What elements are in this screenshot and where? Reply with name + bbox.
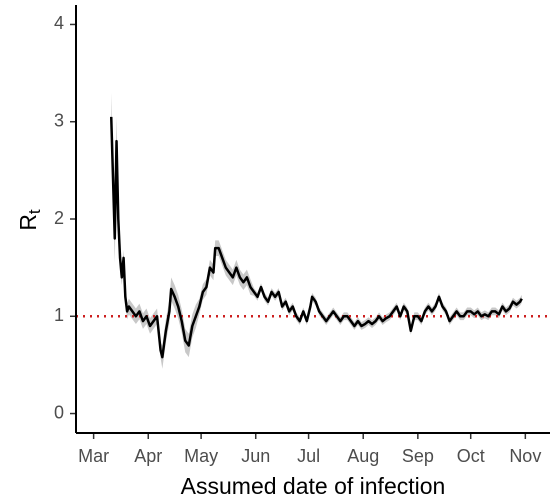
confidence-band — [111, 92, 522, 369]
y-axis-title-subscript: t — [25, 209, 44, 214]
line — [109, 116, 523, 359]
x-tick-label: Aug — [347, 446, 379, 466]
x-tick-label: Oct — [457, 446, 485, 466]
y-axis-title: Rt — [15, 209, 44, 231]
x-tick-label: Sep — [402, 446, 434, 466]
x-tick-label: Nov — [509, 446, 541, 466]
x-tick-label: Apr — [134, 446, 162, 466]
y-tick-label: 2 — [54, 208, 64, 228]
y-axis-title-main: R — [15, 214, 41, 231]
x-tick-label: Mar — [78, 446, 109, 466]
y-tick-label: 1 — [54, 305, 64, 325]
y-tick-label: 3 — [54, 110, 64, 130]
y-tick-label: 4 — [54, 13, 64, 33]
x-tick-label: Jun — [241, 446, 270, 466]
x-tick-label: May — [184, 446, 218, 466]
y-tick-label: 0 — [54, 402, 64, 422]
x-axis-title: Assumed date of infection — [181, 473, 446, 499]
x-tick-label: Jul — [297, 446, 320, 466]
